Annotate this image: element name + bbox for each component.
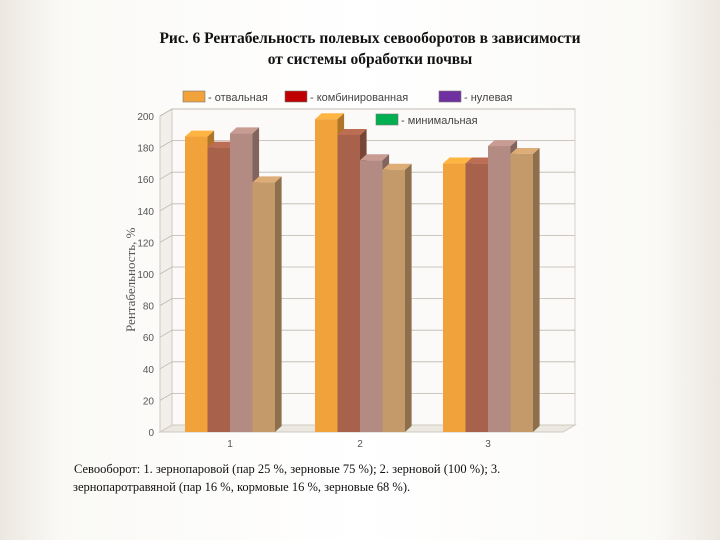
legend-item-3: - нулевая xyxy=(438,90,512,104)
gridline xyxy=(159,361,575,370)
legend-swatch xyxy=(438,90,462,103)
legend-label: - нулевая xyxy=(464,92,512,104)
y-tick-label: 140 xyxy=(137,207,154,218)
legend-label: - комбинированная xyxy=(310,92,408,104)
x-axis-tick-labels: 1 2 3 xyxy=(227,439,491,450)
x-tick-label: 2 xyxy=(357,439,363,450)
x-tick-label: 1 xyxy=(227,439,233,450)
legend-label: - минимальная xyxy=(401,115,478,127)
bar-3-series-4 xyxy=(510,147,540,433)
chart-legend: - отвальная - комбинированная - нулевая - м… xyxy=(182,90,512,127)
gridline xyxy=(159,140,575,148)
gridline xyxy=(159,266,575,275)
bar-2-series-4 xyxy=(382,163,412,432)
gridline xyxy=(159,329,575,338)
figure-caption-line-2: зернопаротравяной (пар 16 %, кормовые 16… xyxy=(73,480,411,494)
bar-1-series-4 xyxy=(252,176,282,432)
figure-caption-line-1: Севооборот: 1. зернопаровой (пар 25 %, з… xyxy=(74,462,501,476)
figure-title-line-1: Рис. 6 Рентабельность полевых севооборот… xyxy=(159,30,581,47)
y-tick-label: 180 xyxy=(137,144,154,155)
legend-label: - отвальная xyxy=(208,92,268,104)
legend-item-1: - отвальная xyxy=(182,90,268,104)
gridline xyxy=(159,108,575,117)
y-tick-label: 20 xyxy=(143,396,155,407)
legend-swatch xyxy=(284,90,308,103)
y-tick-label: 100 xyxy=(137,270,154,281)
gridline xyxy=(159,234,575,243)
y-tick-label: 60 xyxy=(143,333,155,344)
y-tick-label: 0 xyxy=(148,428,154,439)
y-tick-label: 160 xyxy=(137,175,154,186)
x-tick-label: 3 xyxy=(485,439,491,450)
legend-swatch xyxy=(375,113,399,126)
y-axis-tick-labels: 0 20 40 60 80 100 120 140 160 180 200 xyxy=(137,112,154,439)
gridline xyxy=(159,203,575,212)
gridline xyxy=(159,298,575,306)
y-tick-label: 80 xyxy=(143,302,155,313)
gridline xyxy=(159,392,575,401)
chart-gridlines xyxy=(159,108,575,401)
y-axis-label: Рентабельность, % xyxy=(123,227,138,332)
legend-item-2: - комбинированная xyxy=(284,90,408,104)
gridline xyxy=(159,171,575,180)
legend-item-4: - минимальная xyxy=(375,113,478,127)
legend-swatch xyxy=(182,90,206,103)
y-tick-label: 120 xyxy=(137,238,154,249)
bar-series xyxy=(185,113,540,433)
y-tick-label: 40 xyxy=(143,365,155,376)
y-tick-label: 200 xyxy=(137,112,154,123)
figure-title-line-2: от системы обработки почвы xyxy=(267,51,473,68)
figure-caption: Севооборот: 1. зернопаровой (пар 25 %, з… xyxy=(73,460,674,496)
figure-title: Рис. 6 Рентабельность полевых севооборот… xyxy=(40,28,700,70)
